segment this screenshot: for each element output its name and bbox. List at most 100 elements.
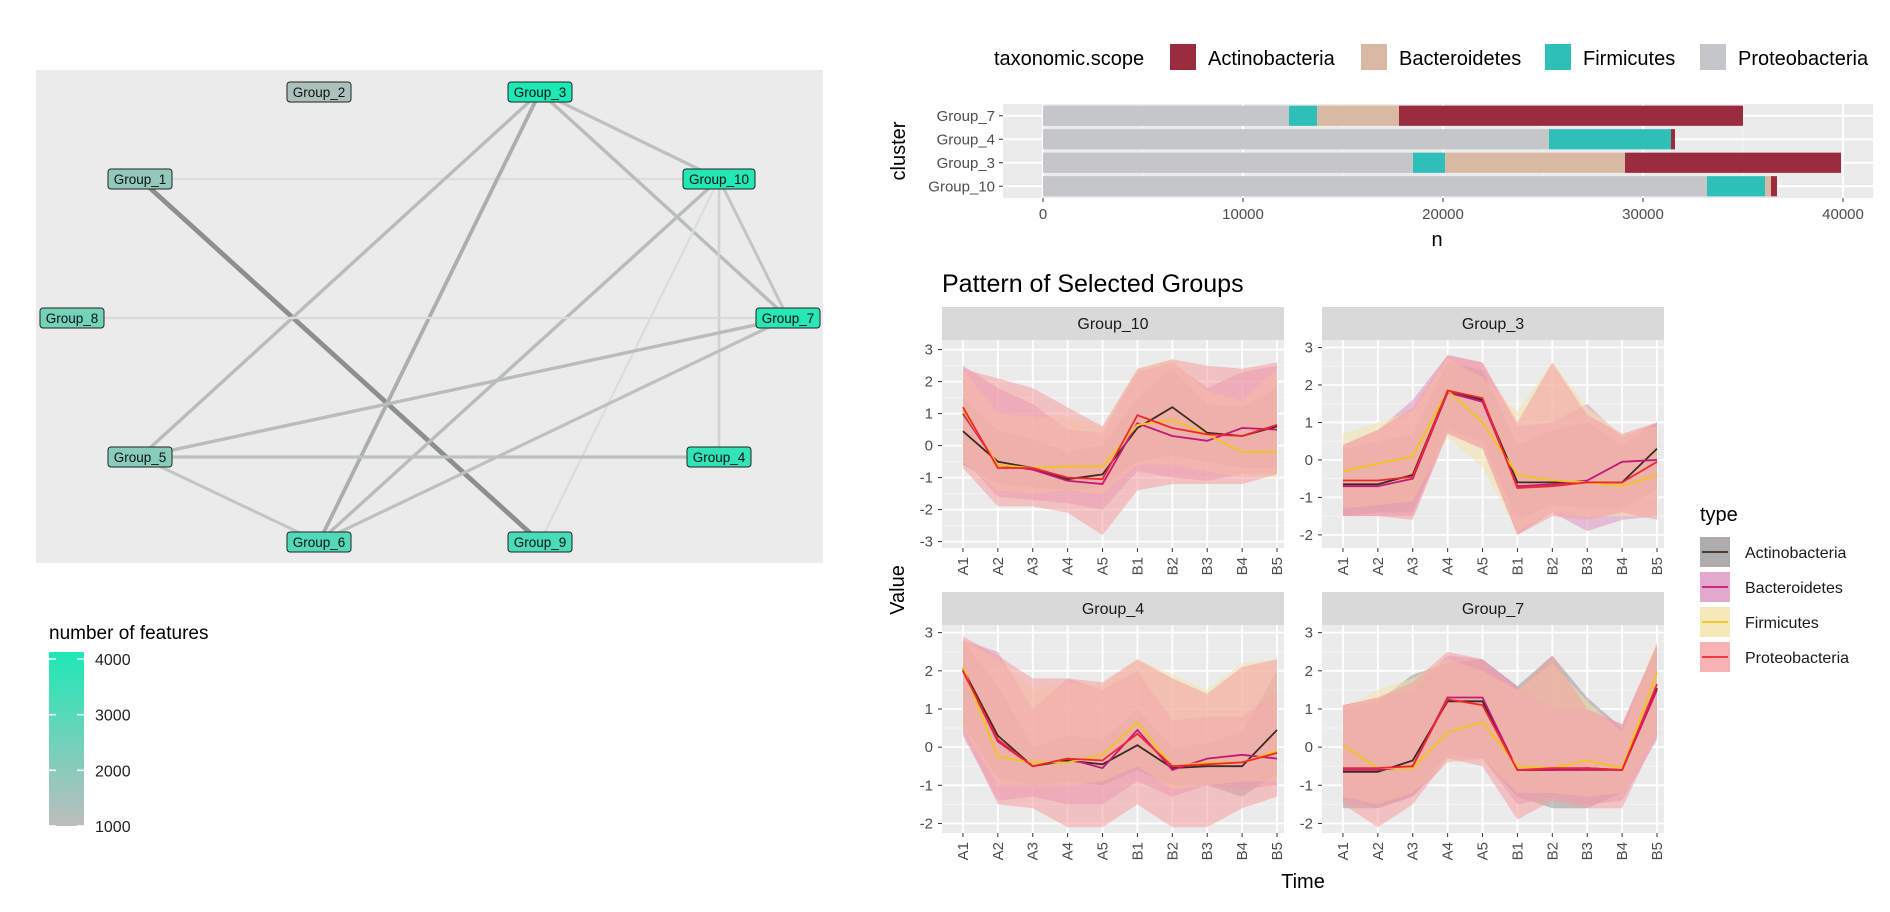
network-node: Group_3 xyxy=(507,81,573,103)
features-tick-label: 4000 xyxy=(95,652,131,669)
network-node-box xyxy=(286,81,352,103)
bar-segment xyxy=(1549,129,1671,150)
facet-x-tick-label: A3 xyxy=(1405,557,1422,575)
facet-strip-label: Group_4 xyxy=(1082,601,1144,618)
series-line xyxy=(1342,389,1658,488)
network-edge xyxy=(538,177,721,544)
facet-strip xyxy=(1322,592,1664,625)
facet-x-tick-label: B3 xyxy=(1579,842,1596,860)
facet-x-tick-label: B2 xyxy=(1544,842,1561,860)
facet-y-tick-label: 2 xyxy=(1305,377,1313,394)
type-legend-label: Firmicutes xyxy=(1745,615,1819,632)
facet-y-tick-label: -1 xyxy=(920,777,933,794)
series-line xyxy=(962,666,1278,768)
bar-legend-label: Actinobacteria xyxy=(1208,48,1336,70)
network-nodes: Group_1 Group_2 Group_3 Group_4 Group_5 Group… xyxy=(39,81,821,553)
network-panel: Group_1 Group_2 Group_3 Group_4 Group_5 Group… xyxy=(36,70,823,563)
network-edge xyxy=(317,316,790,544)
series-ribbon xyxy=(962,636,1277,828)
bar-segment xyxy=(1625,152,1841,173)
facet-y-tick-label: -2 xyxy=(1300,527,1313,544)
bar-x-tick-label: 0 xyxy=(1039,206,1047,223)
facet-x-tick-label: B4 xyxy=(1234,842,1251,860)
bar-legend: Actinobacteria Bacteroidetes Firmicutes Pro… xyxy=(1170,44,1869,70)
facet-x-tick-label: A1 xyxy=(1335,842,1352,860)
facet-y-tick-label: 1 xyxy=(925,406,933,423)
facet-x-tick-label: B4 xyxy=(1614,842,1631,860)
network-node-box xyxy=(682,168,756,190)
facet-x-tick-label: B2 xyxy=(1164,557,1181,575)
facet-y-tick-label: 3 xyxy=(1305,339,1313,356)
series-line xyxy=(1342,683,1658,771)
facet-strip-label: Group_10 xyxy=(1077,316,1148,333)
facet-y-tick-label: -1 xyxy=(920,470,933,487)
bar-segment xyxy=(1765,176,1771,197)
facet-x-tick-label: B5 xyxy=(1649,557,1666,575)
facet-x-tick-label: A1 xyxy=(955,842,972,860)
network-node: Group_6 xyxy=(286,531,352,553)
network-node-label: Group_7 xyxy=(762,311,815,326)
network-node: Group_5 xyxy=(107,446,173,468)
network-node-label: Group_4 xyxy=(693,450,746,465)
network-node: Group_7 xyxy=(755,307,821,329)
features-legend: number of features 4000 3000 2000 1000 xyxy=(49,623,208,836)
facet-panel: Group_10 3 2 1 0 -1 -2 -3 A1 A2 A3 A4 A5 B1 B2 B3 B4 B5 xyxy=(920,307,1286,575)
bar-y-axis-label: cluster xyxy=(888,121,910,180)
network-node-label: Group_3 xyxy=(514,85,567,100)
facet-x-tick-label: B2 xyxy=(1544,557,1561,575)
facet-x-tick-label: A4 xyxy=(1060,557,1077,575)
line-chart: Pattern of Selected Groups Group_10 3 2 1 0 -… xyxy=(887,270,1849,893)
bar-y-tick-label: Group_10 xyxy=(928,178,995,195)
features-tick-label: 1000 xyxy=(95,819,131,836)
facet-x-tick-label: B3 xyxy=(1199,842,1216,860)
network-node-box xyxy=(507,531,573,553)
facet-x-tick-label: B2 xyxy=(1164,842,1181,860)
facet-x-tick-label: A3 xyxy=(1025,842,1042,860)
facet-x-tick-label: B4 xyxy=(1614,557,1631,575)
bar-segment xyxy=(1043,152,1413,173)
network-node-label: Group_8 xyxy=(46,311,99,326)
features-colorbar xyxy=(49,652,84,826)
features-tick-label: 3000 xyxy=(95,708,131,725)
facet-x-tick-label: B1 xyxy=(1129,557,1146,575)
network-node-box xyxy=(107,446,173,468)
network-node-label: Group_6 xyxy=(293,535,346,550)
network-edge xyxy=(538,90,721,181)
bar-segment xyxy=(1043,105,1289,126)
bar-bars xyxy=(1043,105,1841,197)
series-line xyxy=(962,668,1278,770)
facet-strip-label: Group_3 xyxy=(1462,316,1524,333)
facet-x-tick-label: A5 xyxy=(1475,842,1492,860)
facet-y-tick-label: -2 xyxy=(1300,815,1313,832)
facet-x-tick-label: B4 xyxy=(1234,557,1251,575)
bar-x-tick-label: 10000 xyxy=(1222,206,1264,223)
facet-x-tick-label: A4 xyxy=(1440,842,1457,860)
features-legend-ticks: 4000 3000 2000 1000 xyxy=(49,652,131,836)
network-edge xyxy=(717,177,790,320)
network-node-box xyxy=(686,446,752,468)
facet-x-tick-label: A2 xyxy=(990,557,1007,575)
facet-x-tick-label: A2 xyxy=(1370,842,1387,860)
facet-x-tick-label: B5 xyxy=(1269,557,1286,575)
series-line xyxy=(962,406,1278,481)
network-edges xyxy=(70,90,790,545)
bar-legend-title: taxonomic.scope xyxy=(994,48,1144,70)
bar-x-axis-label: n xyxy=(1431,229,1442,251)
bar-legend-key xyxy=(1170,44,1196,70)
facet-x-tick-label: A4 xyxy=(1060,842,1077,860)
bar-segment xyxy=(1289,105,1317,126)
facet-y-tick-label: 1 xyxy=(1305,701,1313,718)
facet-x-tick-label: A5 xyxy=(1095,842,1112,860)
bar-segment xyxy=(1043,176,1707,197)
facet-y-tick-label: 3 xyxy=(925,342,933,359)
bar-y-ticks: Group_7 Group_4 Group_3 Group_10 xyxy=(928,108,1003,195)
bar-x-ticks: 0 10000 20000 30000 40000 xyxy=(1039,198,1864,223)
facet-x-tick-label: B5 xyxy=(1649,842,1666,860)
bar-segment xyxy=(1445,152,1625,173)
line-x-axis-label: Time xyxy=(1281,871,1325,893)
line-chart-title: Pattern of Selected Groups xyxy=(942,270,1244,298)
network-node: Group_4 xyxy=(686,446,752,468)
features-tick-label: 2000 xyxy=(95,763,131,780)
facet-x-tick-label: A4 xyxy=(1440,557,1457,575)
